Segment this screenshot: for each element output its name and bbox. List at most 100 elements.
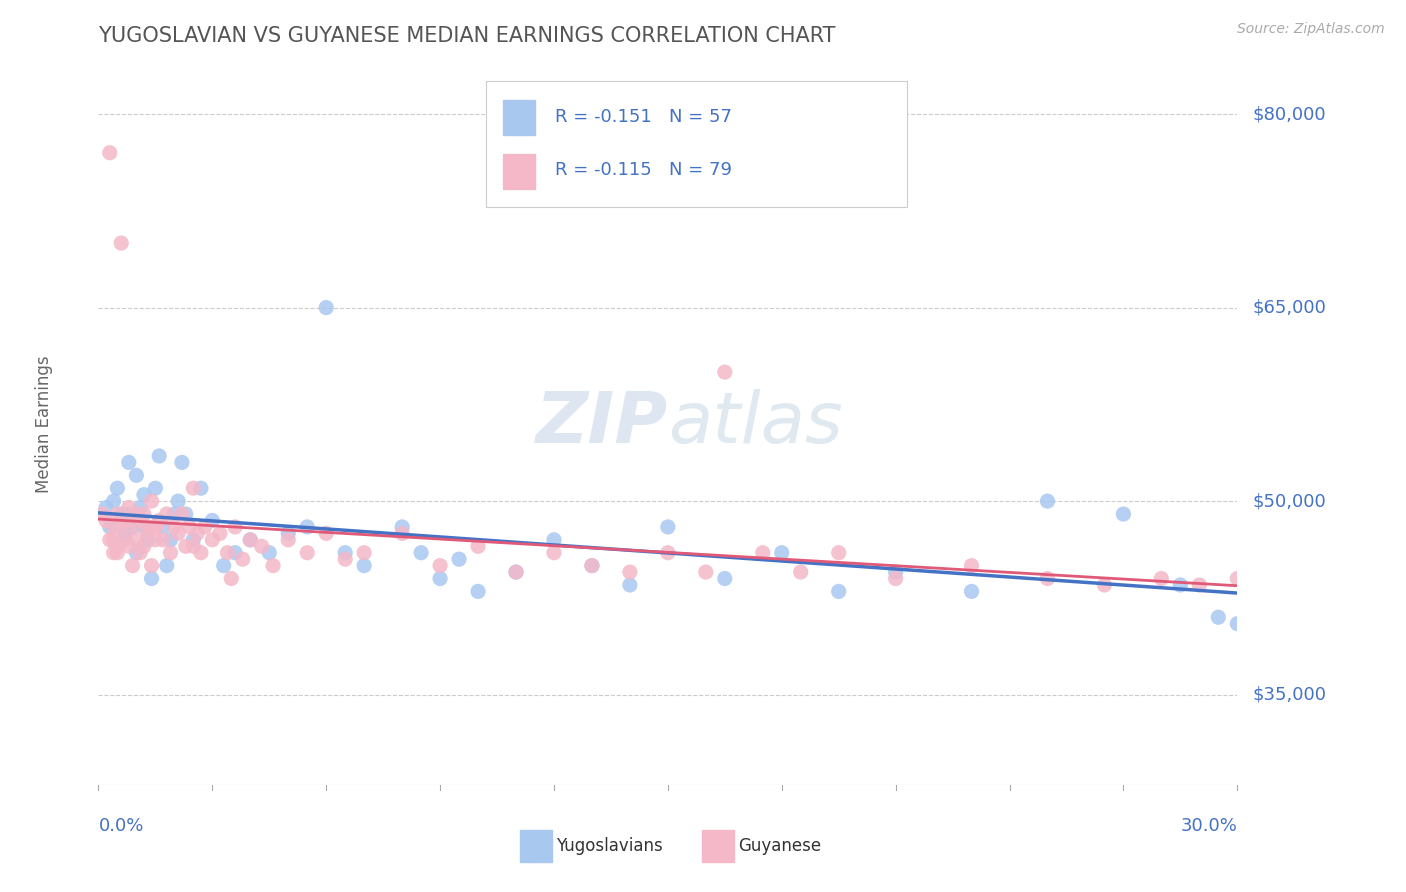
Point bbox=[141, 558, 163, 573]
Point bbox=[190, 546, 212, 560]
Point bbox=[884, 572, 907, 586]
Point bbox=[145, 520, 167, 534]
Point bbox=[118, 455, 141, 469]
Bar bbox=[520, 830, 551, 863]
Text: R = -0.115   N = 79: R = -0.115 N = 79 bbox=[555, 161, 733, 179]
Point bbox=[98, 533, 121, 547]
Point bbox=[121, 520, 143, 534]
Point bbox=[429, 572, 451, 586]
Point bbox=[239, 533, 262, 547]
Point bbox=[505, 565, 527, 579]
Point bbox=[98, 520, 121, 534]
Point bbox=[114, 526, 136, 541]
Text: Guyanese: Guyanese bbox=[738, 838, 821, 855]
Point bbox=[136, 533, 159, 547]
Point bbox=[212, 558, 235, 573]
Point bbox=[411, 546, 433, 560]
Point bbox=[179, 520, 201, 534]
Point bbox=[1036, 572, 1059, 586]
Point bbox=[714, 365, 737, 379]
Point bbox=[132, 488, 155, 502]
Point bbox=[125, 507, 148, 521]
Point bbox=[148, 449, 170, 463]
Point bbox=[159, 546, 181, 560]
Point bbox=[1036, 494, 1059, 508]
Point bbox=[107, 539, 129, 553]
Point bbox=[1226, 572, 1249, 586]
Bar bbox=[702, 830, 734, 863]
Point bbox=[110, 520, 132, 534]
Point bbox=[335, 546, 357, 560]
Point bbox=[232, 552, 254, 566]
Text: Source: ZipAtlas.com: Source: ZipAtlas.com bbox=[1237, 22, 1385, 37]
Point bbox=[107, 481, 129, 495]
Point bbox=[103, 520, 125, 534]
Point bbox=[353, 546, 375, 560]
Point bbox=[1208, 610, 1230, 624]
Point bbox=[110, 507, 132, 521]
Point bbox=[201, 533, 224, 547]
Text: YUGOSLAVIAN VS GUYANESE MEDIAN EARNINGS CORRELATION CHART: YUGOSLAVIAN VS GUYANESE MEDIAN EARNINGS … bbox=[98, 26, 837, 45]
Point bbox=[103, 546, 125, 560]
Point bbox=[1094, 578, 1116, 592]
Point bbox=[239, 533, 262, 547]
Point bbox=[125, 546, 148, 560]
Point bbox=[145, 533, 167, 547]
Point bbox=[790, 565, 813, 579]
Point bbox=[159, 533, 181, 547]
Point bbox=[125, 468, 148, 483]
Point bbox=[152, 533, 174, 547]
Bar bbox=[503, 100, 534, 135]
Point bbox=[145, 481, 167, 495]
Point bbox=[129, 500, 152, 515]
Point bbox=[391, 520, 413, 534]
Point bbox=[174, 539, 197, 553]
Point bbox=[217, 546, 239, 560]
Point bbox=[190, 481, 212, 495]
Point bbox=[156, 507, 179, 521]
Point bbox=[129, 513, 152, 527]
Text: ZIP: ZIP bbox=[536, 389, 668, 458]
Point bbox=[136, 526, 159, 541]
Point bbox=[148, 513, 170, 527]
Point bbox=[315, 301, 337, 315]
Point bbox=[353, 558, 375, 573]
Point bbox=[186, 526, 208, 541]
Point bbox=[94, 500, 117, 515]
Point bbox=[183, 481, 205, 495]
Point bbox=[121, 558, 143, 573]
Point bbox=[118, 539, 141, 553]
Point bbox=[449, 552, 471, 566]
FancyBboxPatch shape bbox=[485, 80, 907, 207]
Point bbox=[208, 526, 231, 541]
Point bbox=[167, 526, 190, 541]
Point bbox=[752, 546, 775, 560]
Point bbox=[152, 520, 174, 534]
Point bbox=[145, 520, 167, 534]
Point bbox=[132, 539, 155, 553]
Point bbox=[107, 546, 129, 560]
Point bbox=[183, 533, 205, 547]
Point bbox=[91, 507, 114, 521]
Point bbox=[543, 533, 565, 547]
Point bbox=[194, 520, 217, 534]
Point bbox=[467, 584, 489, 599]
Point bbox=[167, 494, 190, 508]
Point bbox=[1170, 578, 1192, 592]
Point bbox=[259, 546, 281, 560]
Point bbox=[657, 546, 679, 560]
Point bbox=[467, 539, 489, 553]
Point bbox=[391, 526, 413, 541]
Text: $50,000: $50,000 bbox=[1253, 492, 1326, 510]
Point bbox=[221, 572, 243, 586]
Point bbox=[201, 513, 224, 527]
Text: $80,000: $80,000 bbox=[1253, 105, 1326, 123]
Point bbox=[960, 558, 983, 573]
Point bbox=[277, 526, 299, 541]
Point bbox=[297, 546, 319, 560]
Point bbox=[118, 500, 141, 515]
Point bbox=[224, 520, 246, 534]
Point bbox=[136, 520, 159, 534]
Text: 30.0%: 30.0% bbox=[1181, 817, 1237, 835]
Point bbox=[170, 455, 193, 469]
